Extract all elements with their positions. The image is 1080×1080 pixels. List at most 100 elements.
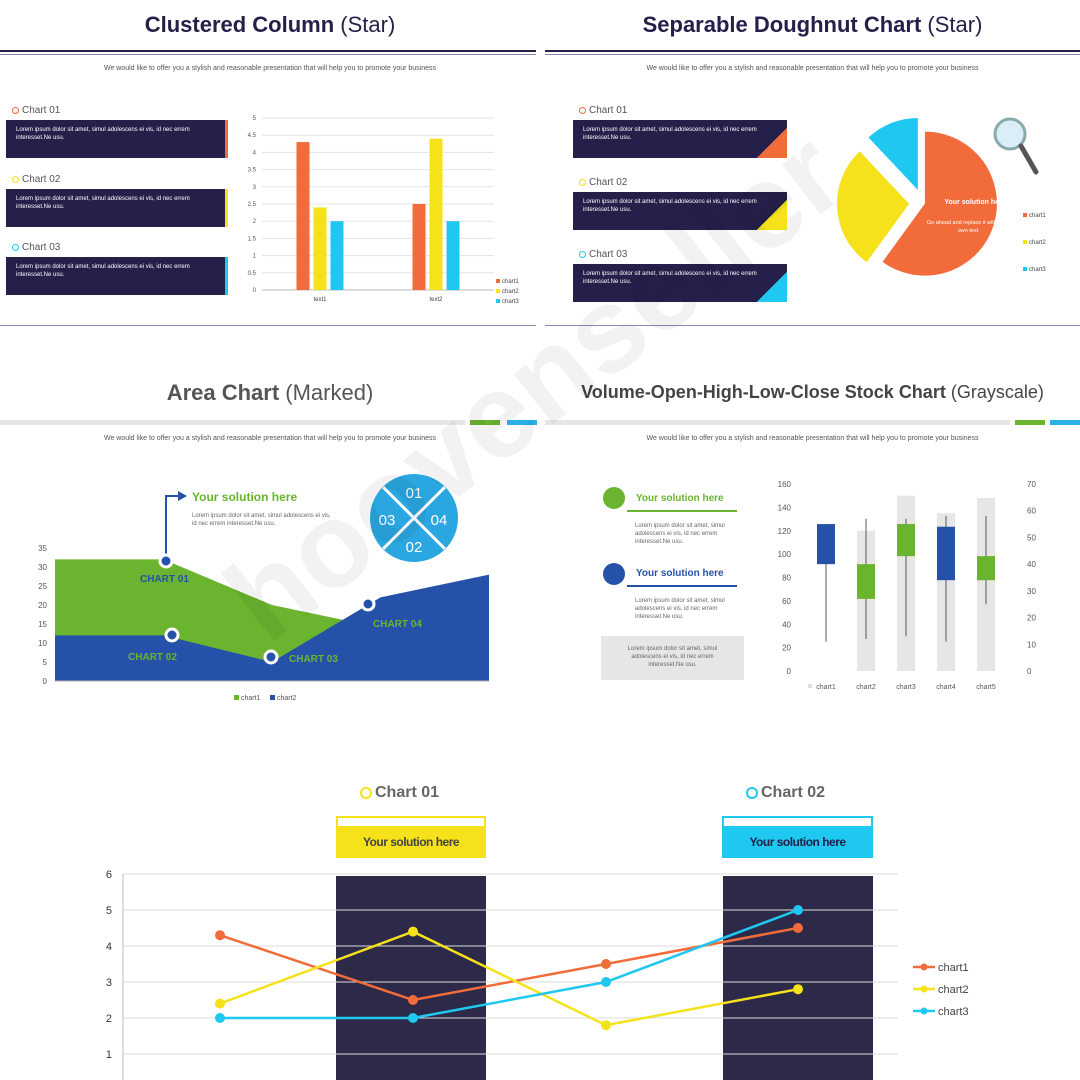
quadrant-label: 02 — [406, 539, 423, 556]
y-left-tick-label: 100 — [778, 550, 792, 559]
data-point — [215, 1013, 225, 1023]
x-tick-label: text1 — [313, 297, 327, 303]
sol2-title: Your solution here — [636, 568, 724, 579]
ring-icon — [12, 244, 19, 251]
panel1-item2-label: Chart 02 — [12, 174, 60, 185]
legend-label: chart3 — [1029, 267, 1046, 273]
pie-slice — [868, 117, 918, 190]
data-point — [408, 1013, 418, 1023]
highlight2-label: Chart 02 — [746, 784, 825, 802]
y-tick-label: 25 — [38, 582, 47, 591]
y-right-tick-label: 30 — [1027, 587, 1036, 596]
y-tick-label: 0 — [253, 288, 257, 294]
legend-label: chart2 — [277, 695, 297, 702]
y-tick-label: 0 — [43, 677, 48, 686]
panel2-subtitle: We would like to offer you a stylish and… — [646, 65, 979, 72]
pie-slice — [837, 151, 910, 263]
area-series — [55, 574, 489, 681]
pie-caption-body: Go ahead and replace it with your own te… — [926, 220, 1010, 234]
legend-marker — [920, 985, 928, 993]
x-tick-label: chart4 — [936, 684, 956, 691]
marker-point — [360, 596, 376, 612]
panel2-item1-box: Lorem ipsum dolor sit amet, simul adoles… — [573, 120, 787, 158]
series-line — [219, 926, 799, 1002]
y-tick-label: 1.5 — [248, 236, 257, 242]
legend-swatch — [234, 695, 239, 700]
sol2-rule — [627, 585, 737, 587]
panel2-item2-label: Chart 02 — [579, 177, 627, 188]
marker-label: CHART 03 — [289, 654, 338, 665]
y-left-tick-label: 140 — [778, 503, 792, 512]
legend-label: chart2 — [1029, 240, 1046, 246]
smile-icon-blue — [603, 563, 625, 585]
legend-swatch — [1023, 213, 1027, 217]
panel-stock-chart: Volume-Open-High-Low-Close Stock Chart (… — [545, 365, 1080, 715]
area-chart: 0 5 10 15 20 25 30 35 CHART 01 CHART 02 CHART 03 CH… — [38, 474, 489, 702]
panel3-rule-green — [470, 420, 500, 425]
bar — [296, 142, 310, 290]
data-point — [793, 905, 803, 915]
y-tick-label: 20 — [38, 601, 47, 610]
y-tick-label: 5 — [106, 905, 112, 917]
y-tick-label: 35 — [38, 544, 47, 553]
panel2-title: Separable Doughnut Chart (Star) — [642, 12, 983, 37]
panel1-item3-box: Lorem ipsum dolor sit amet, simul adoles… — [6, 257, 228, 295]
panel4-subtitle: We would like to offer you a stylish and… — [646, 435, 979, 442]
marker-point — [158, 553, 174, 569]
panel1-rule-thin — [0, 54, 536, 55]
x-tick-label: text2 — [429, 297, 443, 303]
panel4-rule-green — [1015, 420, 1045, 425]
y-right-tick-label: 40 — [1027, 560, 1036, 569]
sol2-text: Lorem ipsum dolor sit amet, simul adoles… — [635, 598, 725, 620]
x-tick-label: chart2 — [856, 684, 876, 691]
panel-separable-doughnut: Separable Doughnut Chart (Star) We would… — [545, 0, 1080, 330]
bar — [429, 138, 443, 290]
smile-icon-green — [603, 487, 625, 509]
legend-label: chart1 — [1029, 213, 1046, 219]
candle-body — [857, 564, 875, 599]
y-left-tick-label: 160 — [778, 480, 792, 489]
arrow-line — [165, 495, 178, 561]
ring-icon — [579, 179, 586, 186]
legend-swatch — [496, 299, 500, 303]
legend-label: chart2 — [502, 289, 519, 295]
marker-point — [263, 649, 279, 665]
y-left-tick-label: 60 — [782, 597, 791, 606]
panel4-rule-blue — [1050, 420, 1080, 425]
panel1-rule — [0, 50, 536, 52]
legend-label: chart1 — [938, 962, 969, 974]
y-left-tick-label: 120 — [778, 527, 792, 536]
ring-icon — [360, 787, 372, 799]
y-tick-label: 3.5 — [248, 168, 257, 174]
y-tick-label: 5 — [43, 658, 48, 667]
ring-icon — [579, 107, 586, 114]
y-right-tick-label: 20 — [1027, 614, 1036, 623]
panel2-item2-box: Lorem ipsum dolor sit amet, simul adoles… — [573, 192, 787, 230]
panel1-item2-box: Lorem ipsum dolor sit amet, simul adoles… — [6, 189, 228, 227]
y-right-tick-label: 10 — [1027, 640, 1036, 649]
legend-label: chart1 — [502, 279, 519, 285]
ring-icon — [12, 107, 19, 114]
marker-point — [164, 627, 180, 643]
y-tick-label: 6 — [106, 869, 112, 881]
line-chart: 1 2 3 4 5 6 chart1 chart2 chart3 — [106, 869, 969, 1080]
panel2-rule-thin — [545, 54, 1080, 55]
x-tick-label: chart1 — [816, 684, 836, 691]
bar — [313, 207, 327, 290]
panel3-subtitle: We would like to offer you a stylish and… — [103, 435, 437, 442]
data-point — [793, 984, 803, 995]
bar — [446, 221, 460, 290]
y-tick-label: 30 — [38, 563, 47, 572]
panel-area-chart: Area Chart (Marked) We would like to off… — [0, 365, 540, 715]
legend-label: chart2 — [938, 984, 969, 996]
stock-chart: 0 20 40 60 80 100 120 140 160 0 10 20 30 40 50 60 70 char… — [778, 480, 1037, 691]
y-tick-label: 5 — [253, 116, 257, 122]
bar — [412, 204, 426, 290]
y-tick-label: 3 — [253, 185, 257, 191]
y-right-tick-label: 70 — [1027, 480, 1036, 489]
solution-text: Lorem ipsum dolor sit amet, simul adoles… — [192, 513, 331, 527]
ring-icon — [579, 251, 586, 258]
candle-body — [897, 524, 915, 557]
panel2-rule — [545, 50, 1080, 52]
clustered-column-chart: 0 0.5 1 1.5 2 2.5 3 3.5 4 4.5 5 text1 text2 chart1 cha… — [248, 116, 520, 305]
